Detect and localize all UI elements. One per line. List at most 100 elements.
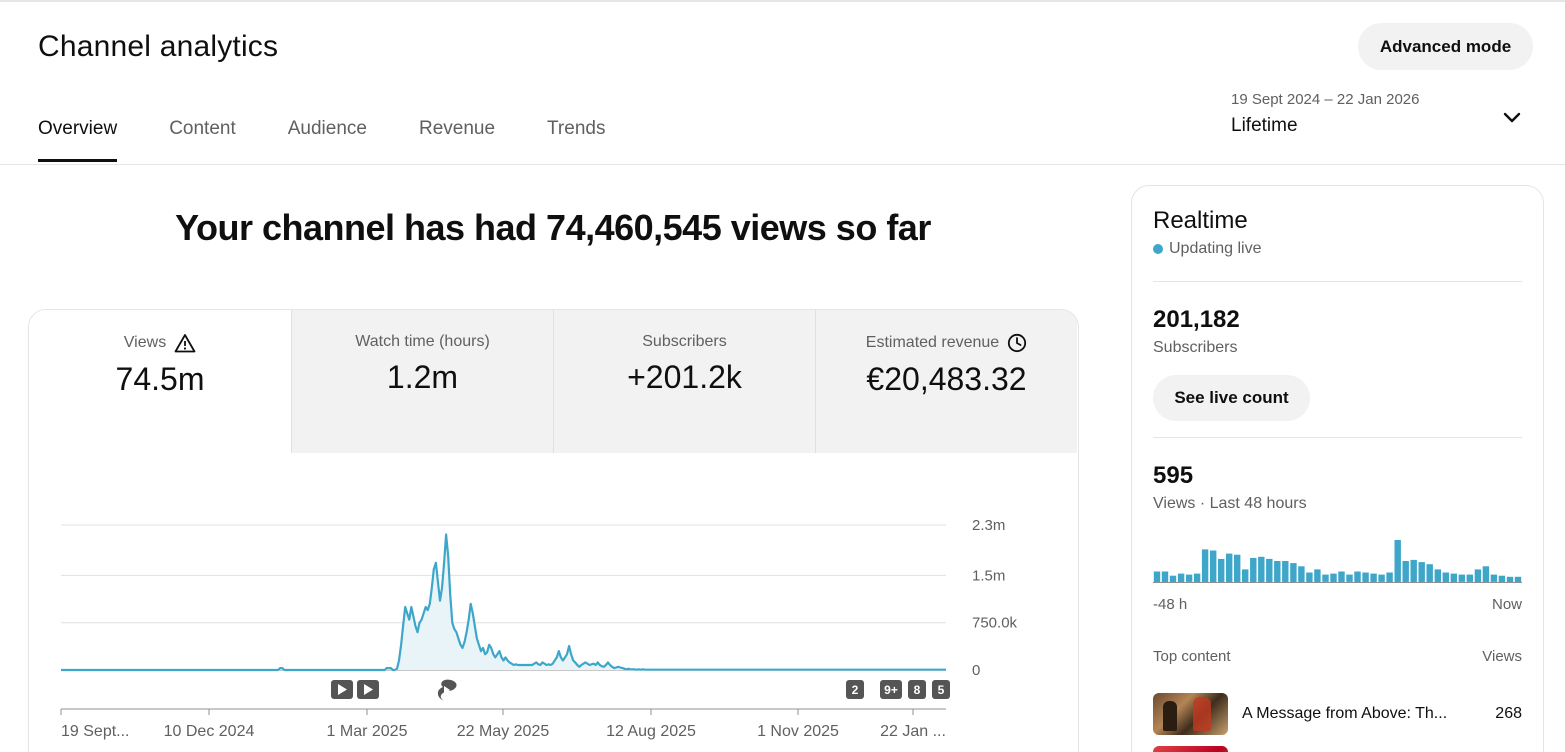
mini-bar xyxy=(1153,571,1161,582)
tab-revenue[interactable]: Revenue xyxy=(418,118,496,139)
overview-chart-card: Views 74.5m Watch time (hours) 1.2m Subs… xyxy=(28,309,1079,752)
mini-bar xyxy=(1210,550,1217,582)
metric-tab-subscribers[interactable]: Subscribers +201.2k xyxy=(553,310,815,453)
tab-overview[interactable]: Overview xyxy=(38,118,118,162)
realtime-views-bar-chart[interactable] xyxy=(1153,531,1522,583)
live-status-text: Updating live xyxy=(1169,240,1262,257)
metric-value-watch-time: 1.2m xyxy=(386,359,459,395)
divider xyxy=(1153,437,1522,438)
tab-trends[interactable]: Trends xyxy=(547,118,606,139)
x-tick-label: 1 Mar 2025 xyxy=(327,723,408,740)
views-line xyxy=(61,533,946,672)
tab-content[interactable]: Content xyxy=(169,118,236,139)
analytics-tabs: Overview Content Audience Revenue Trends xyxy=(38,118,657,162)
mini-bar xyxy=(1394,540,1401,582)
live-dot-icon xyxy=(1153,244,1163,254)
y-tick-label: 0 xyxy=(972,662,980,679)
date-range[interactable]: 19 Sept 2024 – 22 Jan 2026 xyxy=(1231,91,1420,108)
count-marker xyxy=(846,680,864,699)
top-content-heading: Top content xyxy=(1153,648,1231,665)
realtime-views-value: 595 xyxy=(1153,462,1194,489)
views-area xyxy=(61,534,946,670)
mini-bar xyxy=(1370,573,1377,582)
play-icon xyxy=(444,686,450,694)
mini-bar xyxy=(1201,549,1209,582)
chevron-down-icon[interactable] xyxy=(1500,106,1524,130)
video-thumbnail[interactable] xyxy=(1153,746,1228,752)
tabs-divider xyxy=(0,164,1565,165)
mini-bar xyxy=(1434,569,1441,582)
mini-bar xyxy=(1450,573,1457,582)
clock-icon xyxy=(1008,333,1027,353)
x-tick-label: 22 Jan ... xyxy=(880,723,946,740)
count-marker xyxy=(908,680,926,699)
metric-tab-views[interactable]: Views 74.5m xyxy=(29,310,291,453)
mini-bar xyxy=(1442,572,1449,582)
mini-bar xyxy=(1169,575,1177,582)
views-line-chart[interactable]: 2.3m 1.5m 750.0k 0 2 9+ 8 5 19 Sept... 10 Dec 202… xyxy=(29,453,1079,752)
y-tick-label: 2.3m xyxy=(972,517,1005,534)
warning-icon xyxy=(174,334,196,353)
metric-label-revenue: Estimated revenue xyxy=(866,333,1027,353)
y-tick-label: 1.5m xyxy=(972,567,1005,584)
mini-bar xyxy=(1298,566,1305,583)
count-marker-label: 5 xyxy=(938,683,945,697)
mini-bar xyxy=(1458,574,1465,582)
mini-bar xyxy=(1362,572,1369,582)
mini-bar xyxy=(1185,574,1193,582)
metric-label-text: Estimated revenue xyxy=(865,334,1000,351)
x-tick-label: 1 Nov 2025 xyxy=(757,723,839,740)
mini-bar xyxy=(1282,561,1289,582)
advanced-mode-button[interactable]: Advanced mode xyxy=(1358,23,1533,70)
video-thumbnail[interactable] xyxy=(1153,693,1228,735)
video-title[interactable]: A Message from Above: Th... xyxy=(1242,705,1448,722)
top-content-item[interactable]: A Message from Above: Th... 268 xyxy=(1153,692,1522,736)
top-content-views-heading: Views xyxy=(1482,648,1522,665)
metric-tab-watch-time[interactable]: Watch time (hours) 1.2m xyxy=(291,310,553,453)
mini-bar xyxy=(1306,572,1313,582)
metric-tab-revenue[interactable]: Estimated revenue €20,483.32 xyxy=(815,310,1077,453)
metric-label-views: Views xyxy=(124,333,196,353)
mini-bar xyxy=(1218,558,1225,582)
divider xyxy=(1153,281,1522,282)
mini-bar xyxy=(1266,558,1273,582)
live-status: Updating live xyxy=(1153,240,1262,258)
mini-bar xyxy=(1330,573,1337,582)
mini-bar xyxy=(1274,561,1281,582)
metric-label-subscribers: Subscribers xyxy=(642,333,727,350)
mini-bar xyxy=(1177,573,1185,582)
page-title: Channel analytics xyxy=(38,30,279,63)
metric-label-text: Views xyxy=(123,334,167,351)
tab-audience[interactable]: Audience xyxy=(287,118,367,139)
realtime-views-label: Views · Last 48 hours xyxy=(1153,495,1307,512)
mini-bar xyxy=(1418,562,1425,582)
mini-bar xyxy=(1322,574,1329,582)
count-marker xyxy=(932,680,950,699)
see-live-count-button[interactable]: See live count xyxy=(1153,375,1310,421)
mini-bar xyxy=(1378,574,1385,582)
count-marker-label: 8 xyxy=(914,683,921,697)
top-border xyxy=(0,0,1565,2)
realtime-panel: Realtime Updating live 201,182 Subscribe… xyxy=(1131,185,1544,752)
mini-bar xyxy=(1234,554,1241,582)
count-marker xyxy=(880,680,902,699)
mini-bar xyxy=(1193,573,1201,582)
mini-bar xyxy=(1466,574,1473,582)
mini-chart-start-label: -48 h xyxy=(1153,596,1188,613)
x-tick-label: 12 Aug 2025 xyxy=(606,723,696,740)
mini-bar xyxy=(1314,569,1321,582)
period-selector[interactable]: Lifetime xyxy=(1231,115,1298,136)
x-tick-label: 19 Sept... xyxy=(61,723,130,740)
mini-bar xyxy=(1242,569,1249,582)
metric-value-subscribers: +201.2k xyxy=(627,359,742,395)
x-tick-label: 10 Dec 2024 xyxy=(164,723,255,740)
realtime-title: Realtime xyxy=(1153,207,1248,234)
mini-chart-end-label: Now xyxy=(1491,596,1522,613)
mini-bar xyxy=(1506,576,1514,583)
metric-value-views: 74.5m xyxy=(115,361,205,397)
mini-bar xyxy=(1426,564,1433,582)
mini-bar xyxy=(1250,557,1257,582)
mini-bar xyxy=(1354,571,1361,582)
y-tick-label: 750.0k xyxy=(972,615,1018,632)
realtime-subscribers-label: Subscribers xyxy=(1153,339,1238,356)
